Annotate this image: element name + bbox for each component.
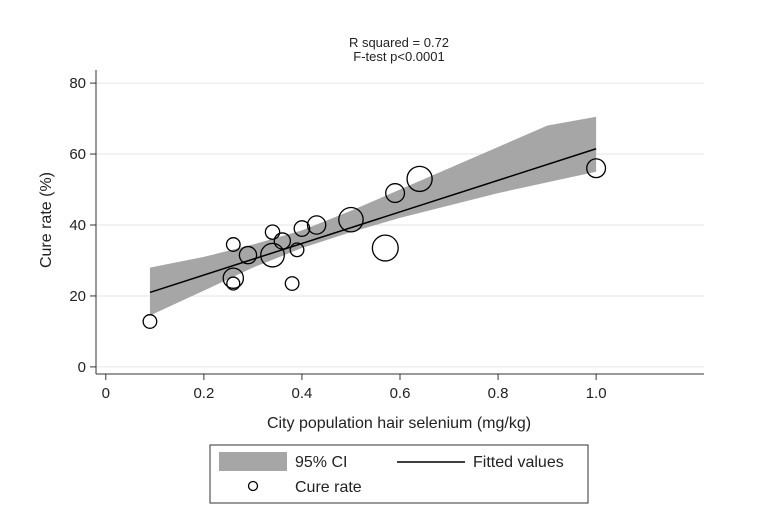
y-axis-title: Cure rate (%): [38, 172, 55, 268]
legend-fit-label: Fitted values: [473, 454, 564, 471]
x-tick-label-0.8: 0.8: [488, 385, 509, 402]
fitted-line-layer: [149, 148, 597, 294]
legend-ci-swatch: [219, 452, 287, 471]
ci-band: [149, 116, 597, 316]
data-point-16: [406, 165, 433, 193]
f-test-annotation: F-test p<0.0001: [353, 49, 444, 64]
y-tick-label-0: 0: [78, 359, 86, 376]
data-point-11: [293, 220, 311, 237]
points-layer: [142, 158, 607, 329]
legend-points-label: Cure rate: [295, 479, 362, 496]
grid-lines: [96, 82, 704, 368]
r-squared-annotation: R squared = 0.72: [349, 35, 449, 50]
x-axis-title: City population hair selenium (mg/kg): [267, 415, 531, 432]
data-point-7: [264, 224, 281, 240]
data-point-14: [371, 234, 399, 262]
legend: 95% CI Fitted values Cure rate: [209, 444, 589, 504]
x-tick-label-0.6: 0.6: [390, 385, 411, 402]
x-tick-label-0.2: 0.2: [193, 385, 214, 402]
data-point-13: [338, 206, 364, 233]
y-tick-label-20: 20: [69, 288, 86, 305]
data-point-15: [385, 183, 406, 204]
legend-point-marker: [247, 480, 259, 492]
axes: 0 20 40 60 80 0 0.2 0.4 0.6 0.8 1.0: [69, 70, 704, 402]
y-tick-label-60: 60: [69, 146, 86, 163]
fitted-line: [149, 148, 597, 294]
y-tick-label-40: 40: [69, 217, 86, 234]
data-point-8: [273, 232, 292, 250]
data-point-17: [586, 158, 607, 179]
data-point-10: [289, 242, 305, 258]
data-point-3: [222, 267, 245, 289]
data-point-6: [260, 242, 285, 268]
data-point-12: [306, 215, 327, 235]
data-point-5: [238, 245, 258, 265]
x-tick-label-1.0: 1.0: [586, 385, 607, 402]
x-tick-label-0.4: 0.4: [292, 385, 313, 402]
data-point-2: [226, 276, 241, 291]
data-point-4: [225, 237, 241, 252]
data-point-1: [142, 314, 158, 329]
legend-ci-label: 95% CI: [295, 454, 347, 471]
y-tick-label-80: 80: [69, 75, 86, 92]
x-tick-label-0: 0: [102, 385, 110, 402]
ci-band-layer: [149, 116, 597, 316]
data-point-9: [284, 276, 300, 291]
